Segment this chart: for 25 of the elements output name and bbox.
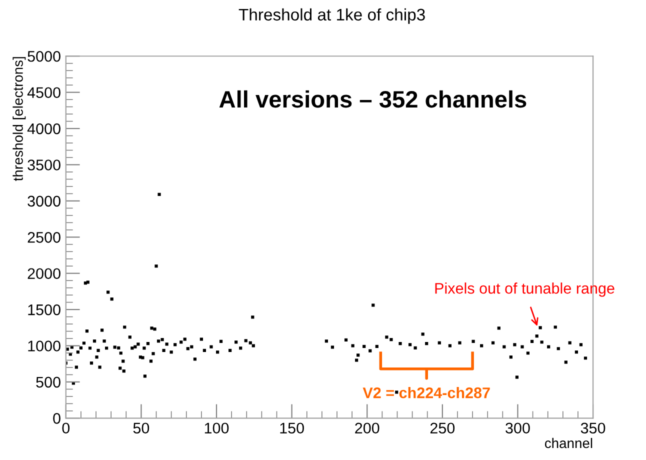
x-tick-label: 100 [204,422,229,434]
y-tick-label: 1500 [28,304,60,316]
y-tick-label: 3500 [28,160,60,170]
y-axis-title: threshold [electrons] [12,57,26,181]
annotation: All versions – 352 channels [219,90,526,108]
x-tick-label: 300 [506,422,530,434]
y-tick-label: 0 [53,413,60,424]
annotation: V2 = ch224-ch287 [362,387,490,398]
x-tick-label: 200 [355,422,380,434]
annotation: Pixels out of tunable range [435,282,614,297]
y-tick-label: 2000 [28,268,60,280]
x-tick-label: 150 [280,422,304,434]
x-axis-title: channel [544,438,592,448]
y-tick-label: 4500 [27,87,60,98]
x-tick-label: 0 [62,422,70,434]
y-tick-label: 500 [36,376,60,388]
y-tick-label: 1000 [28,340,60,352]
x-tick-label: 50 [133,422,150,434]
y-tick-label: 3000 [28,196,60,207]
x-tick-label: 250 [430,422,455,434]
y-tick-label: 2500 [28,232,60,243]
y-tick-label: 4000 [27,123,60,134]
chart-title: Threshold at 1ke of chip3 [238,8,425,24]
x-tick-label: 350 [580,422,606,434]
y-tick-label: 5000 [28,50,60,62]
